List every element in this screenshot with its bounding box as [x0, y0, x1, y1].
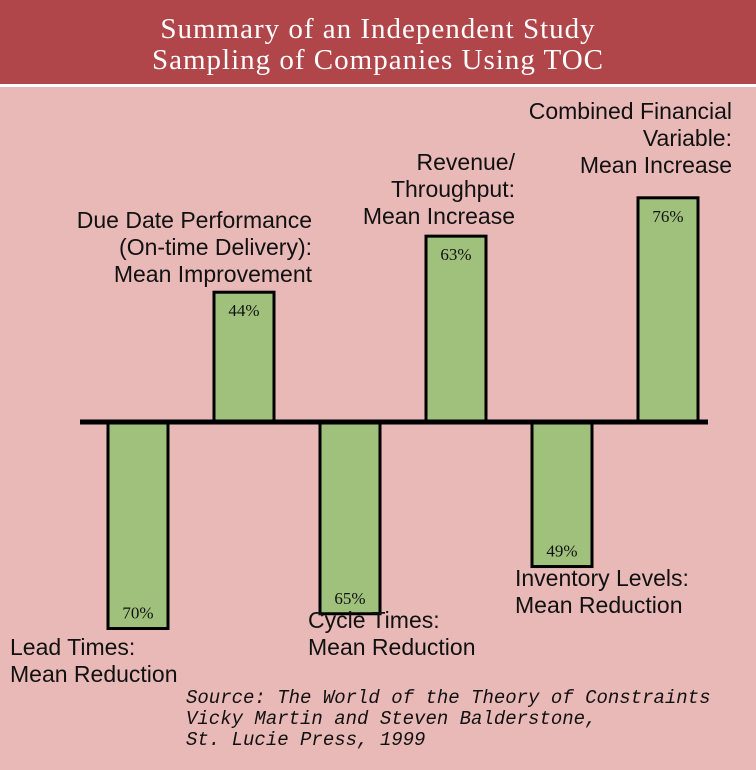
label-lead-times-line-1: Lead Times: — [10, 634, 136, 660]
label-due-date-line-2: (On-time Delivery): — [119, 234, 312, 260]
source-citation: Source: The World of the Theory of Const… — [186, 688, 711, 751]
label-lead-times: Lead Times: Mean Reduction — [10, 634, 178, 688]
label-revenue: Revenue/ Throughput: Mean Increase — [363, 149, 515, 230]
bar-chart: 70% 44% 65% 63% 49% 76% — [80, 196, 708, 630]
bar-value-label-6: 76% — [652, 207, 683, 226]
source-line-2: Vicky Martin and Steven Balderstone, — [186, 708, 597, 730]
source-line-3: St. Lucie Press, 1999 — [186, 729, 426, 751]
bar-value-label-3: 65% — [334, 589, 365, 608]
label-combined-line-1: Combined Financial — [528, 98, 732, 124]
label-inventory-line-1: Inventory Levels: — [515, 565, 689, 591]
bar-value-label-5: 49% — [546, 542, 577, 561]
label-revenue-line-1: Revenue/ — [416, 149, 515, 175]
label-inventory-line-2: Mean Reduction — [515, 592, 683, 618]
label-due-date-line-3: Mean Improvement — [113, 261, 312, 287]
bar-value-label-2: 44% — [228, 301, 259, 320]
label-revenue-line-3: Mean Increase — [362, 203, 515, 229]
bar-value-label-4: 63% — [440, 245, 471, 264]
source-line-1: Source: The World of the Theory of Const… — [186, 687, 711, 709]
label-due-date-line-1: Due Date Performance — [76, 207, 312, 233]
label-cycle-times-line-1: Cycle Times: — [308, 607, 440, 633]
label-combined-line-3: Mean Increase — [579, 152, 732, 178]
bar-value-label-1: 70% — [122, 604, 153, 623]
bar-4 — [424, 234, 488, 424]
chart-header: Summary of an Independent Study Sampling… — [0, 0, 756, 87]
label-combined: Combined Financial Variable: Mean Increa… — [529, 98, 732, 179]
label-cycle-times-line-2: Mean Reduction — [308, 634, 476, 660]
chart-title-line-2: Sampling of Companies Using TOC — [151, 44, 605, 76]
label-lead-times-line-2: Mean Reduction — [10, 661, 178, 687]
label-revenue-line-2: Throughput: — [390, 176, 515, 202]
label-cycle-times: Cycle Times: Mean Reduction — [308, 607, 476, 661]
label-inventory: Inventory Levels: Mean Reduction — [515, 565, 689, 619]
label-combined-line-2: Variable: — [642, 125, 732, 151]
bar-6 — [636, 196, 700, 424]
chart-title-line-1: Summary of an Independent Study — [160, 13, 596, 45]
bar-5 — [530, 420, 594, 569]
bar-1 — [106, 420, 170, 630]
bar-3 — [318, 420, 382, 616]
label-due-date: Due Date Performance (On-time Delivery):… — [77, 207, 312, 288]
